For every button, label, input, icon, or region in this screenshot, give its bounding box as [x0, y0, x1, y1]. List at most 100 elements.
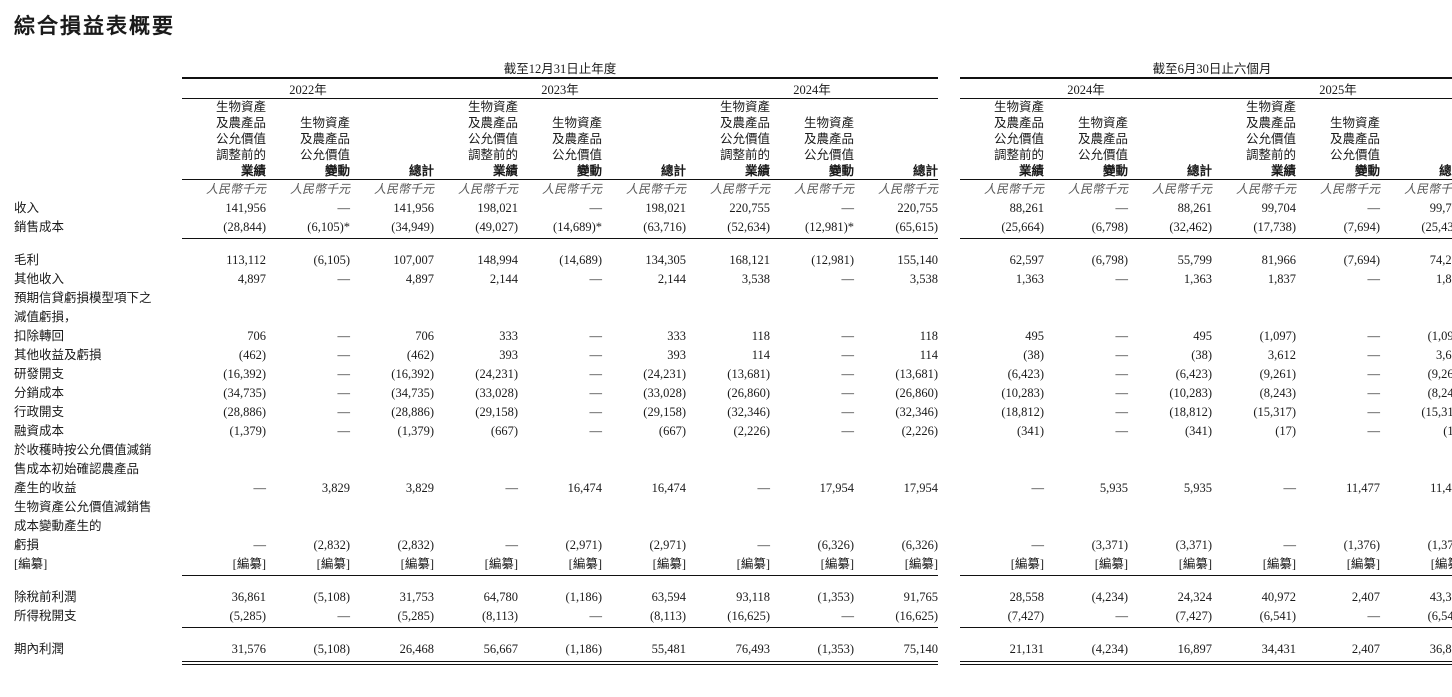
- column-gap: [938, 344, 960, 363]
- table-cell-value: —: [253, 538, 267, 552]
- row-label: 毛利: [14, 253, 40, 267]
- single-rule: [350, 572, 434, 577]
- table-cell-value: [1380, 306, 1452, 325]
- table-cell-value: (2,226): [901, 424, 939, 438]
- table-cell-value: [350, 515, 434, 534]
- table-cell-value: [266, 458, 350, 477]
- table-cell-value: [602, 515, 686, 534]
- double-rule: [1380, 657, 1452, 665]
- table-cell-value: [686, 515, 770, 534]
- table-cell-value: 118: [919, 329, 939, 343]
- table-cell-value: 91,765: [903, 590, 939, 604]
- rule-line: [182, 660, 266, 665]
- header-caption-row: 生物資產 及農產品 公允價值 調整前的 業績 生物資產 及農產品 公允價值 變動 總計 生物資產…: [14, 99, 1452, 180]
- col-header-line: 變動: [828, 164, 854, 178]
- table-cell-value: [1044, 439, 1128, 458]
- table-cell-value: [266, 496, 350, 515]
- table-row: 除稅前利潤 36,861 (5,108) 31,753 64,780 (1,186) 63,…: [14, 586, 1452, 605]
- table-cell-value: 3,829: [405, 481, 434, 495]
- table-row: 其他收入 4,897 — 4,897 2,144 — 2,144 3,538 — 3,538 1,3…: [14, 268, 1452, 287]
- col-header-line: 公允價值: [1330, 148, 1381, 162]
- year-2025-interim: 2025年: [1319, 83, 1357, 97]
- row-label: 售成本初始確認農產品: [14, 462, 140, 476]
- col-header-line: 公允價值: [994, 132, 1045, 146]
- table-cell-value: [1380, 515, 1452, 534]
- table-row: 毛利 113,112 (6,105) 107,007 148,994 (14,689) 13…: [14, 249, 1452, 268]
- table-cell-value: —: [1115, 329, 1129, 343]
- rule-line: [854, 238, 939, 240]
- table-cell-value: [960, 287, 1044, 306]
- col-header-spacer: [854, 131, 938, 147]
- table-cell-value: (28,844): [223, 220, 266, 234]
- table-cell-value: [1128, 515, 1212, 534]
- table-cell-value: (462): [238, 348, 266, 362]
- col-header-spacer: [1128, 99, 1212, 115]
- rule-line: [518, 627, 602, 629]
- table-cell-value: —: [1031, 481, 1045, 495]
- table-cell-value: [編纂]: [1094, 557, 1129, 571]
- table-cell-value: [1296, 458, 1380, 477]
- col-header-line: 生物資產: [215, 100, 266, 114]
- table-cell-value: 55,799: [1177, 253, 1213, 267]
- rule-line: [770, 575, 854, 577]
- table-cell-value: —: [1367, 329, 1381, 343]
- table-cell-value: (17): [1443, 424, 1452, 438]
- table-cell-value: 4,897: [405, 272, 434, 286]
- table-cell-value: —: [841, 405, 855, 419]
- col-header-total-2: 總計: [854, 99, 938, 180]
- table-cell-value: 118: [751, 329, 770, 343]
- rule-line: [266, 575, 350, 577]
- table-cell-value: —: [1283, 538, 1297, 552]
- table-cell-value: (8,113): [482, 609, 518, 623]
- double-rule: [602, 657, 686, 665]
- table-row: 研發開支 (16,392) — (16,392) (24,231) — (24,231) (1…: [14, 363, 1452, 382]
- table-cell-value: [770, 458, 854, 477]
- table-cell-value: (10,283): [1169, 386, 1213, 400]
- table-cell-value: —: [337, 386, 351, 400]
- table-cell-value: [686, 306, 770, 325]
- rule-line: [770, 660, 854, 665]
- col-header-line: 公允價值: [1078, 148, 1129, 162]
- single-rule: [960, 624, 1045, 629]
- table-cell-value: (10,283): [1001, 386, 1045, 400]
- col-unit-label: 人民幣千元: [1296, 179, 1381, 197]
- table-cell-value: 34,431: [1261, 642, 1297, 656]
- col-header-spacer: [350, 147, 434, 163]
- column-gap: [938, 325, 960, 344]
- double-rule: [770, 657, 854, 665]
- rule-line: [1044, 627, 1129, 629]
- table-cell-value: 141,956: [393, 201, 434, 215]
- table-row: [編纂] [編纂] [編纂] [編纂] [編纂] [編纂] [編纂] [編纂] [編纂] [編纂]…: [14, 553, 1452, 572]
- col-header-spacer: [1128, 147, 1212, 163]
- table-cell-value: [434, 458, 518, 477]
- table-cell-value: [1212, 439, 1296, 458]
- table-cell-value: (6,105): [313, 253, 350, 267]
- rule-line: [350, 660, 434, 665]
- table-cell-value: —: [589, 201, 603, 215]
- table-cell-value: —: [1367, 609, 1381, 623]
- table-cell-value: 17,954: [903, 481, 939, 495]
- table-cell-value: (2,832): [313, 538, 350, 552]
- table-cell-value: (1,376): [1427, 538, 1452, 552]
- table-cell-value: 24,324: [1177, 590, 1213, 604]
- rule-line: [350, 238, 434, 240]
- column-gap: [938, 268, 960, 287]
- double-rule: [1296, 657, 1381, 665]
- column-gap: [938, 439, 960, 458]
- table-cell-value: 198,021: [645, 201, 686, 215]
- table-cell-value: 56,667: [483, 642, 518, 656]
- single-rule: [1044, 235, 1129, 240]
- year-2022: 2022年: [289, 83, 327, 97]
- table-cell-value: (32,346): [727, 405, 770, 419]
- col-header-spacer: [1128, 131, 1212, 147]
- column-gap: [938, 216, 960, 235]
- table-cell-value: [編纂]: [316, 557, 350, 571]
- table-cell-value: 31,576: [231, 642, 266, 656]
- table-cell-value: 75,140: [903, 642, 939, 656]
- table-cell-value: —: [589, 348, 603, 362]
- table-cell-value: (25,664): [1001, 220, 1045, 234]
- table-cell-value: —: [337, 405, 351, 419]
- year-gap: [938, 78, 960, 98]
- col-header-fv-change-3: 生物資產 及農產品 公允價值 變動: [1044, 99, 1128, 180]
- year-blank: [14, 78, 182, 98]
